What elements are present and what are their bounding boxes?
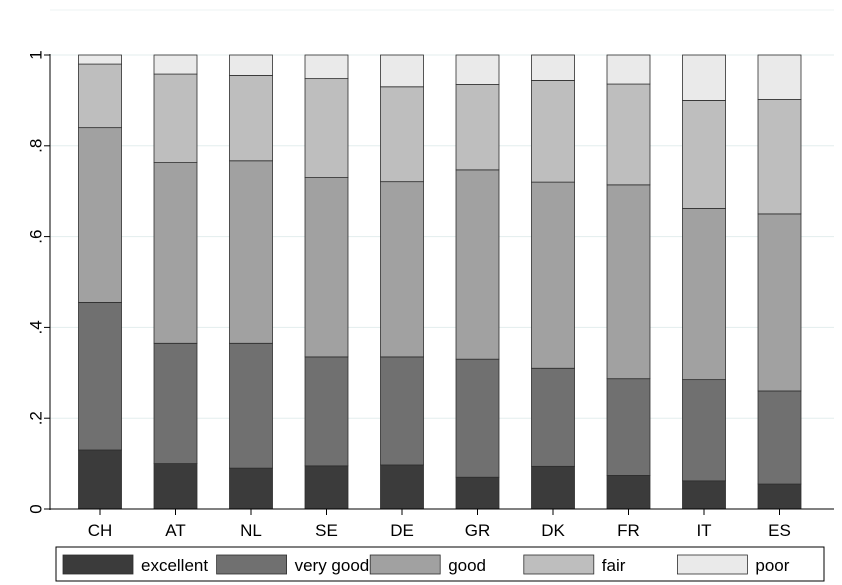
y-tick-label: .8 xyxy=(27,139,46,153)
legend-swatch-excellent xyxy=(62,554,134,575)
bar-segment-good-es xyxy=(757,213,802,392)
x-tick-label: DK xyxy=(541,521,565,540)
x-tick-label: NL xyxy=(240,521,262,540)
bar-segment-very-good-at xyxy=(153,342,198,465)
bar-segment-excellent-se xyxy=(304,465,349,510)
y-tick-label: 0 xyxy=(27,504,46,513)
bar-segment-good-nl xyxy=(229,160,273,344)
bar-segment-fair-at xyxy=(153,73,198,163)
x-tick-label: GR xyxy=(465,521,491,540)
legend-label-fair: fair xyxy=(602,556,626,575)
legend-label-very-good: very good xyxy=(295,556,370,575)
bar-segment-fair-se xyxy=(304,78,349,178)
bar-segment-very-good-ch xyxy=(78,302,122,451)
bar-segment-poor-it xyxy=(682,54,726,101)
bar-segment-very-good-dk xyxy=(531,367,575,467)
bar-segment-good-gr xyxy=(455,169,500,360)
bar-segment-excellent-gr xyxy=(455,476,500,510)
bar-segment-excellent-de xyxy=(380,464,424,510)
x-tick-label: SE xyxy=(315,521,338,540)
bar-segment-good-ch xyxy=(78,127,122,303)
bar-segment-excellent-it xyxy=(682,480,726,510)
bar-segment-fair-dk xyxy=(531,80,575,183)
legend-swatch-fair xyxy=(523,554,595,575)
bar-segment-fair-nl xyxy=(229,75,273,162)
bar-segment-good-se xyxy=(304,177,349,358)
legend-swatch-good xyxy=(369,554,441,575)
legend-swatch-poor xyxy=(677,554,748,575)
x-tick-label: AT xyxy=(165,521,185,540)
bar-segment-very-good-fr xyxy=(606,378,651,476)
bar-segment-poor-fr xyxy=(606,54,651,85)
y-tick-label: .2 xyxy=(27,411,46,425)
bar-segment-very-good-se xyxy=(304,356,349,467)
bar-segment-good-fr xyxy=(606,184,651,380)
bar-segment-poor-es xyxy=(757,54,802,100)
bar-segment-poor-at xyxy=(153,54,198,75)
bar-segment-poor-gr xyxy=(455,54,500,85)
x-tick-label: ES xyxy=(768,521,791,540)
y-tick-label: .4 xyxy=(27,320,46,334)
bar-segment-excellent-at xyxy=(153,463,198,510)
legend-label-good: good xyxy=(448,556,486,575)
legend-label-excellent: excellent xyxy=(141,556,208,575)
bar-segment-fair-de xyxy=(380,86,424,183)
bar-segment-poor-de xyxy=(380,54,424,88)
bar-segment-fair-gr xyxy=(455,84,500,171)
bar-segment-excellent-es xyxy=(757,483,802,510)
bar-segment-fair-ch xyxy=(78,63,122,129)
y-axis: 0 .2 .4 .6 .8 1 xyxy=(27,50,51,514)
bar-segment-excellent-dk xyxy=(531,465,575,510)
x-tick-label: IT xyxy=(696,521,711,540)
bar-segment-very-good-it xyxy=(682,379,726,482)
bars xyxy=(78,54,802,510)
bar-segment-very-good-de xyxy=(380,356,424,466)
bar-segment-fair-es xyxy=(757,99,802,215)
bar-segment-poor-se xyxy=(304,54,349,80)
bar-segment-fair-fr xyxy=(606,83,651,186)
bar-segment-good-dk xyxy=(531,181,575,369)
bar-segment-very-good-nl xyxy=(229,342,273,469)
bar-segment-fair-it xyxy=(682,100,726,209)
y-tick-label: .6 xyxy=(27,230,46,244)
bar-segment-good-it xyxy=(682,208,726,381)
bar-segment-excellent-fr xyxy=(606,475,651,510)
bar-segment-poor-nl xyxy=(229,54,273,76)
x-tick-label: CH xyxy=(88,521,113,540)
bar-segment-very-good-es xyxy=(757,390,802,485)
legend-swatch-very-good xyxy=(216,554,288,575)
legend: excellent very good good fair poor xyxy=(55,546,825,582)
y-tick-label: 1 xyxy=(27,50,46,59)
bar-segment-good-at xyxy=(153,162,198,344)
x-tick-label: FR xyxy=(617,521,640,540)
legend-label-poor: poor xyxy=(755,556,789,575)
x-axis: CH AT NL SE DE GR DK FR IT ES xyxy=(50,508,834,540)
bar-segment-good-de xyxy=(380,181,424,358)
bar-segment-poor-dk xyxy=(531,54,575,81)
bar-segment-excellent-nl xyxy=(229,467,273,510)
bar-segment-very-good-gr xyxy=(455,358,500,478)
bar-segment-excellent-ch xyxy=(78,449,122,510)
bar-segment-poor-ch xyxy=(78,54,122,65)
x-tick-label: DE xyxy=(390,521,414,540)
